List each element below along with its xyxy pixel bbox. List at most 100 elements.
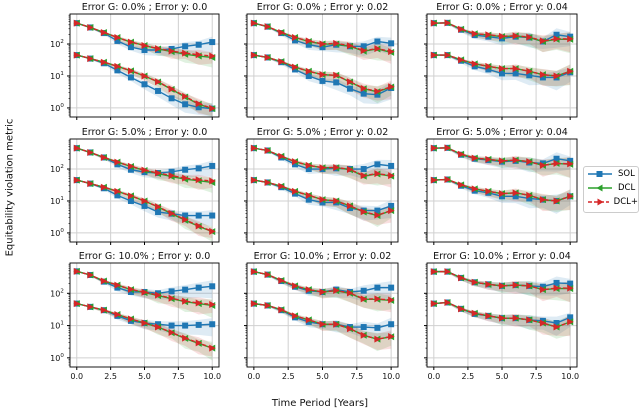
point-dcl-plus bbox=[553, 323, 561, 331]
point-sol bbox=[567, 33, 574, 40]
band-sol-upper bbox=[253, 271, 392, 302]
point-dcl-plus bbox=[114, 281, 121, 289]
point-dcl-plus bbox=[319, 164, 326, 172]
point-dcl-plus bbox=[360, 331, 368, 339]
x-tick-label: 10.0 bbox=[561, 372, 579, 381]
point-sol bbox=[360, 287, 367, 294]
point-dcl-plus bbox=[182, 49, 189, 57]
line-dcl-plus-lower bbox=[76, 54, 213, 110]
point-sol bbox=[127, 288, 134, 295]
point-dcl-plus bbox=[73, 19, 81, 27]
panel: Error G: 5.0% ; Error y: 0.02 bbox=[244, 127, 399, 245]
y-axis-label: Equitability violation metric bbox=[4, 118, 16, 257]
point-dcl-plus bbox=[292, 158, 299, 166]
point-dcl-plus bbox=[168, 329, 176, 337]
square-marker-icon bbox=[588, 171, 612, 177]
point-dcl-plus bbox=[278, 152, 285, 160]
point-sol bbox=[388, 40, 395, 47]
point-dcl-plus bbox=[539, 37, 547, 45]
line-dcl-plus-upper bbox=[76, 22, 213, 57]
point-dcl-plus bbox=[458, 181, 465, 189]
y-tick-label: 102 bbox=[50, 39, 64, 49]
point-dcl-plus bbox=[141, 166, 148, 174]
point-sol bbox=[319, 44, 326, 51]
point-sol bbox=[305, 166, 312, 173]
point-dcl-plus bbox=[567, 284, 574, 292]
point-dcl-plus bbox=[100, 183, 108, 191]
point-sol bbox=[114, 192, 121, 199]
point-sol bbox=[168, 168, 175, 175]
point-dcl-plus bbox=[430, 144, 438, 152]
point-dcl-plus bbox=[374, 170, 381, 178]
point-sol bbox=[526, 195, 533, 202]
point-dcl-plus bbox=[430, 51, 438, 59]
point-dcl-plus bbox=[73, 267, 81, 275]
point-sol bbox=[127, 44, 134, 51]
point-sol bbox=[114, 161, 121, 168]
point-dcl-plus bbox=[430, 176, 438, 184]
point-dcl-plus bbox=[539, 196, 547, 204]
axes-frame bbox=[69, 262, 220, 368]
point-dcl-plus bbox=[209, 104, 216, 112]
point-dcl-plus bbox=[374, 87, 381, 95]
band-dcl-plus-lower bbox=[76, 180, 213, 239]
point-sol bbox=[195, 321, 202, 328]
point-dcl-plus bbox=[182, 174, 189, 182]
point-dcl-plus bbox=[539, 319, 547, 327]
point-dcl-plus bbox=[87, 55, 94, 63]
point-dcl-plus bbox=[444, 51, 451, 59]
point-dcl-plus bbox=[155, 203, 162, 211]
point-dcl-plus bbox=[444, 144, 451, 152]
x-tick-label: 2.5 bbox=[462, 372, 475, 381]
legend-label: DCL bbox=[618, 183, 636, 193]
y-tick-exponent: 2 bbox=[60, 288, 64, 294]
point-dcl-plus bbox=[278, 276, 285, 284]
point-sol bbox=[567, 157, 574, 164]
point-dcl-plus bbox=[526, 33, 533, 41]
point-dcl-plus bbox=[182, 334, 189, 342]
point-sol bbox=[182, 322, 189, 329]
point-dcl-plus bbox=[264, 301, 272, 309]
point-dcl-plus bbox=[305, 316, 313, 324]
point-dcl-plus bbox=[471, 60, 479, 68]
point-dcl-plus bbox=[374, 295, 381, 303]
point-dcl-plus bbox=[333, 197, 340, 205]
point-dcl-plus bbox=[360, 84, 368, 92]
point-sol bbox=[292, 37, 299, 44]
band-sol-upper bbox=[253, 148, 392, 180]
point-dcl-plus bbox=[444, 268, 451, 276]
panel-title: Error G: 0.0% ; Error y: 0.04 bbox=[436, 2, 568, 13]
line-dcl-plus-lower bbox=[433, 301, 571, 328]
point-dcl-plus bbox=[209, 344, 216, 352]
point-dcl-plus bbox=[305, 37, 313, 45]
panel: Error G: 5.0% ; Error y: 0.04 bbox=[424, 127, 578, 245]
point-dcl-plus bbox=[388, 48, 395, 56]
x-tick-label: 0.0 bbox=[70, 372, 83, 381]
point-dcl-plus bbox=[526, 67, 533, 75]
line-dcl-plus-upper bbox=[433, 22, 571, 42]
point-dcl-plus bbox=[388, 207, 395, 215]
point-sol bbox=[127, 166, 134, 173]
panel-title: Error G: 10.0% ; Error y: 0.04 bbox=[433, 251, 571, 262]
point-dcl-plus bbox=[264, 53, 272, 61]
y-tick-exponent: 1 bbox=[60, 71, 64, 77]
point-sol bbox=[333, 79, 340, 86]
point-dcl-plus bbox=[567, 67, 574, 75]
point-sol bbox=[553, 31, 560, 38]
axes-frame bbox=[246, 13, 399, 118]
point-dcl-plus bbox=[292, 63, 299, 71]
x-tick-label: 5.0 bbox=[496, 372, 509, 381]
band-dcl-upper bbox=[253, 23, 392, 61]
point-sol bbox=[526, 72, 533, 79]
point-sol bbox=[195, 165, 202, 172]
line-dcl-plus-upper bbox=[253, 22, 392, 53]
point-dcl-plus bbox=[127, 67, 135, 75]
point-dcl-plus bbox=[374, 211, 381, 219]
point-dcl-plus bbox=[141, 288, 148, 296]
point-sol bbox=[388, 321, 395, 328]
point-dcl-plus bbox=[305, 191, 313, 199]
legend-entry-dcl-plus: DCL+ bbox=[584, 195, 638, 209]
point-dcl-plus bbox=[512, 189, 520, 197]
point-sol bbox=[155, 87, 162, 94]
point-dcl-plus bbox=[360, 208, 368, 216]
